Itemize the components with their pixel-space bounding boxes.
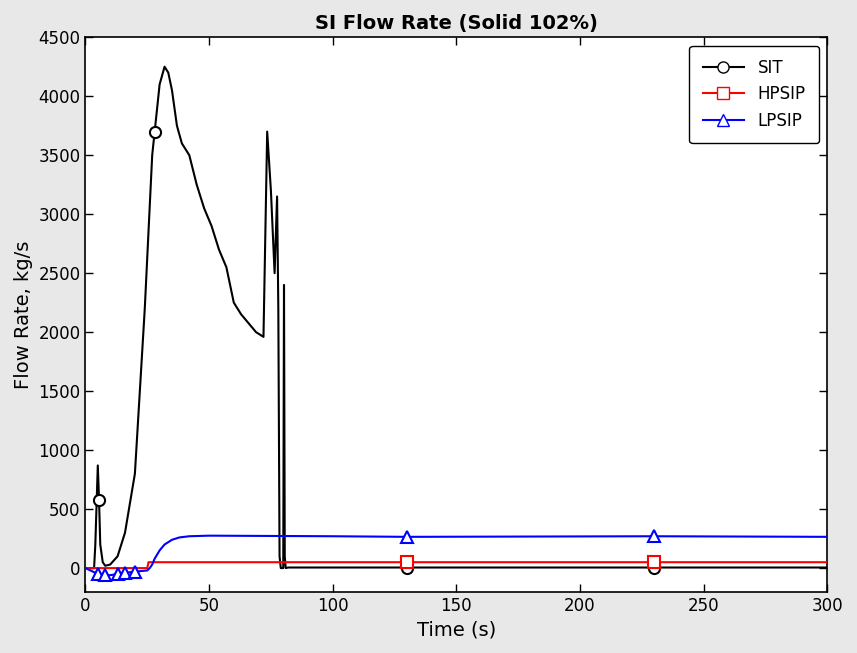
Y-axis label: Flow Rate, kg/s: Flow Rate, kg/s xyxy=(14,240,33,389)
Title: SI Flow Rate (Solid 102%): SI Flow Rate (Solid 102%) xyxy=(315,14,598,33)
X-axis label: Time (s): Time (s) xyxy=(417,620,496,639)
Legend: SIT, HPSIP, LPSIP: SIT, HPSIP, LPSIP xyxy=(689,46,819,143)
